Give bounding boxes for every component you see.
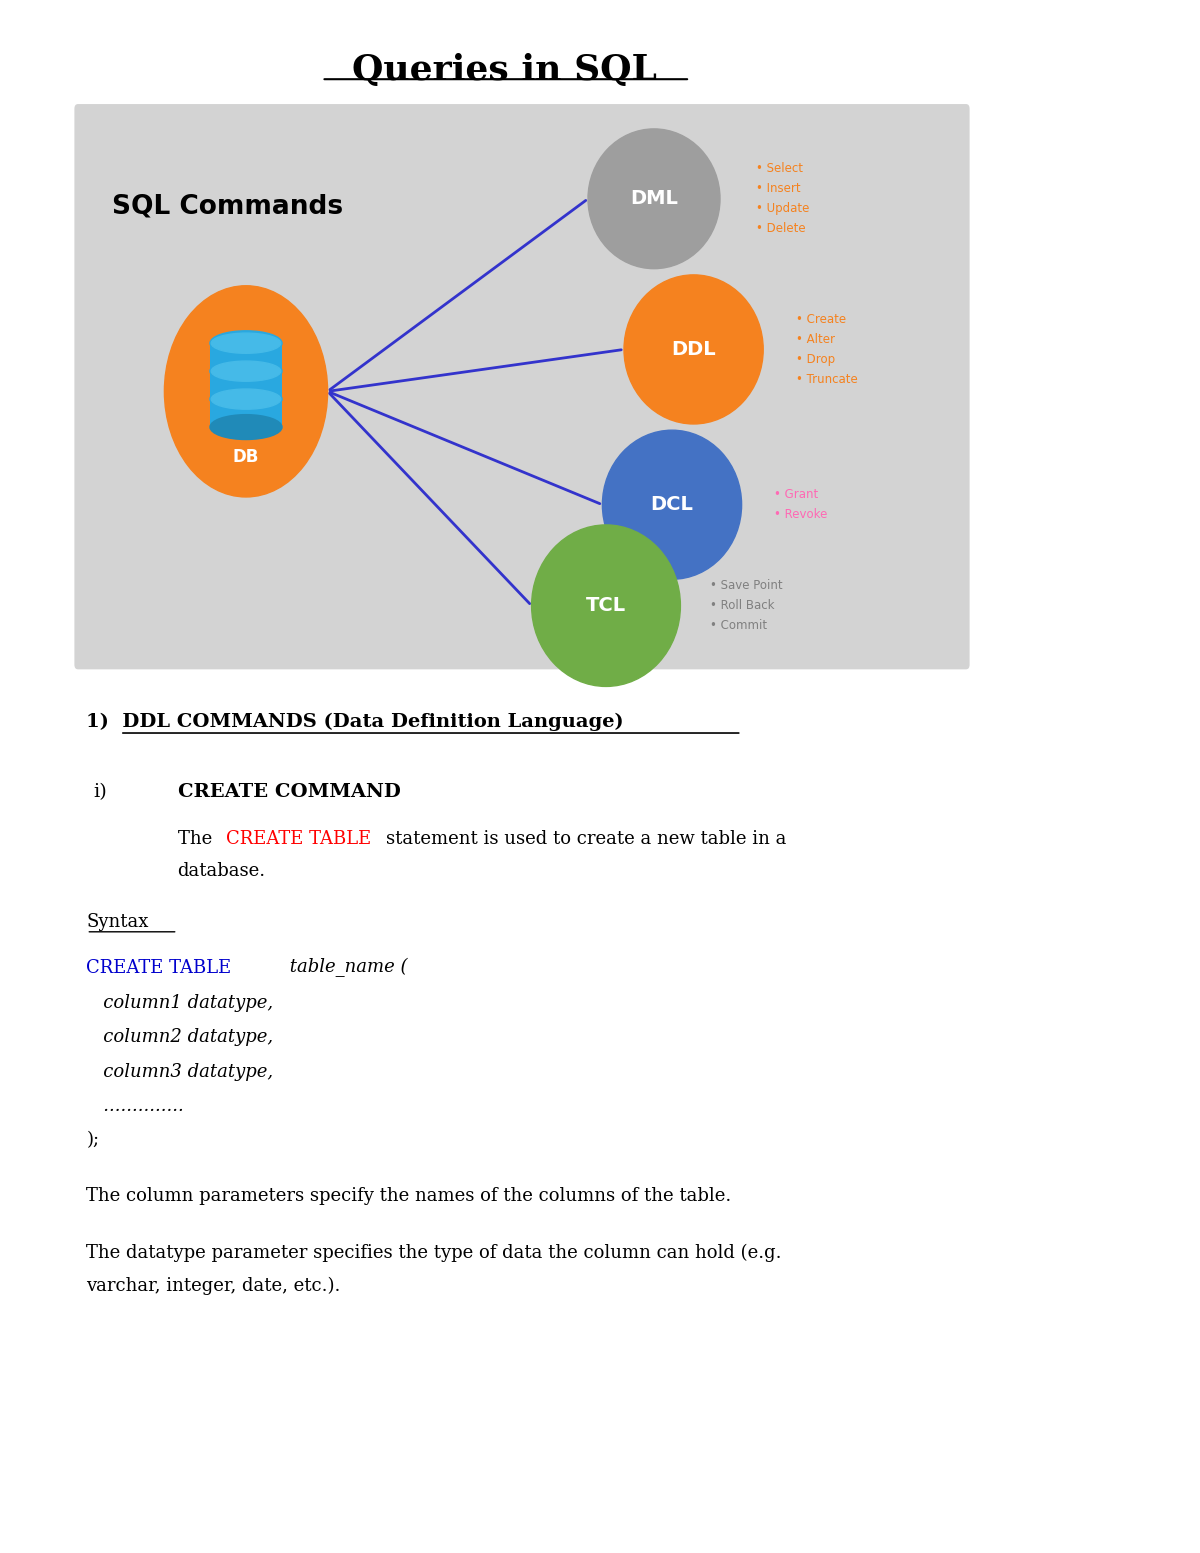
FancyBboxPatch shape <box>210 399 282 427</box>
Text: DB: DB <box>233 447 259 466</box>
Ellipse shape <box>210 331 282 356</box>
Text: The column parameters specify the names of the columns of the table.: The column parameters specify the names … <box>86 1186 732 1205</box>
Text: CREATE TABLE: CREATE TABLE <box>226 829 371 848</box>
Text: Syntax: Syntax <box>86 913 149 932</box>
FancyBboxPatch shape <box>210 343 282 371</box>
Ellipse shape <box>588 129 720 269</box>
Text: SQL Commands: SQL Commands <box>113 194 343 219</box>
Text: column2 datatype,: column2 datatype, <box>86 1028 274 1047</box>
Text: • Select
• Insert
• Update
• Delete: • Select • Insert • Update • Delete <box>756 162 809 236</box>
Text: DML: DML <box>630 189 678 208</box>
Ellipse shape <box>210 387 282 412</box>
Text: column3 datatype,: column3 datatype, <box>86 1062 274 1081</box>
Ellipse shape <box>210 415 282 439</box>
Text: CREATE TABLE: CREATE TABLE <box>86 958 232 977</box>
FancyBboxPatch shape <box>210 371 282 399</box>
Text: i): i) <box>94 783 107 801</box>
Ellipse shape <box>602 430 742 579</box>
Ellipse shape <box>210 359 282 384</box>
Text: DCL: DCL <box>650 495 694 514</box>
Text: Queries in SQL: Queries in SQL <box>352 53 656 87</box>
Text: database.: database. <box>178 862 265 881</box>
Text: • Create
• Alter
• Drop
• Truncate: • Create • Alter • Drop • Truncate <box>796 312 857 387</box>
Text: 1)  DDL COMMANDS (Data Definition Language): 1) DDL COMMANDS (Data Definition Languag… <box>86 713 624 731</box>
Ellipse shape <box>211 390 281 410</box>
Ellipse shape <box>211 362 281 380</box>
Circle shape <box>164 286 328 497</box>
Text: column1 datatype,: column1 datatype, <box>86 994 274 1013</box>
Text: • Save Point
• Roll Back
• Commit: • Save Point • Roll Back • Commit <box>710 579 784 632</box>
Text: table_name (: table_name ( <box>284 958 408 977</box>
Text: DDL: DDL <box>671 340 716 359</box>
Text: TCL: TCL <box>586 596 626 615</box>
FancyBboxPatch shape <box>74 104 970 669</box>
Text: The: The <box>178 829 217 848</box>
Text: The datatype parameter specifies the type of data the column can hold (e.g.: The datatype parameter specifies the typ… <box>86 1244 782 1263</box>
Ellipse shape <box>532 525 680 686</box>
Text: );: ); <box>86 1131 100 1149</box>
Ellipse shape <box>624 275 763 424</box>
Ellipse shape <box>211 334 281 353</box>
Text: statement is used to create a new table in a: statement is used to create a new table … <box>386 829 787 848</box>
Text: • Grant
• Revoke: • Grant • Revoke <box>774 488 827 522</box>
Text: varchar, integer, date, etc.).: varchar, integer, date, etc.). <box>86 1277 341 1295</box>
Text: CREATE COMMAND: CREATE COMMAND <box>178 783 401 801</box>
Text: ..............: .............. <box>86 1096 184 1115</box>
